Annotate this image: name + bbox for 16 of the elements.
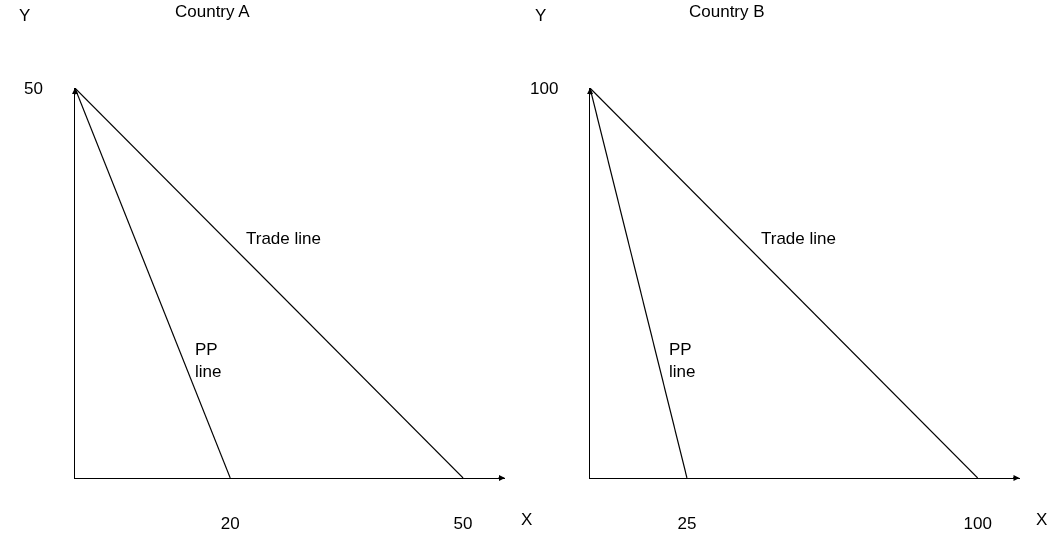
- series-label: Trade line: [246, 229, 321, 248]
- x-tick-label: 20: [220, 514, 240, 534]
- x-axis-title: X: [521, 510, 533, 529]
- x-axis-title: X: [1036, 510, 1048, 529]
- y-axis-title: Y: [19, 6, 31, 25]
- x-tick-label: 100: [963, 514, 992, 534]
- series-label: PP line: [195, 340, 222, 382]
- text: 50: [24, 79, 43, 98]
- series-label: PP line: [669, 340, 696, 382]
- series-label: Trade line: [761, 229, 836, 248]
- x-tick-label: 50: [453, 514, 473, 534]
- chart-title: Country A: [175, 2, 251, 21]
- chart-title: Country B: [689, 2, 765, 21]
- y-axis-title: Y: [535, 6, 547, 25]
- text: 100: [530, 79, 559, 98]
- x-tick-label: 25: [677, 514, 697, 534]
